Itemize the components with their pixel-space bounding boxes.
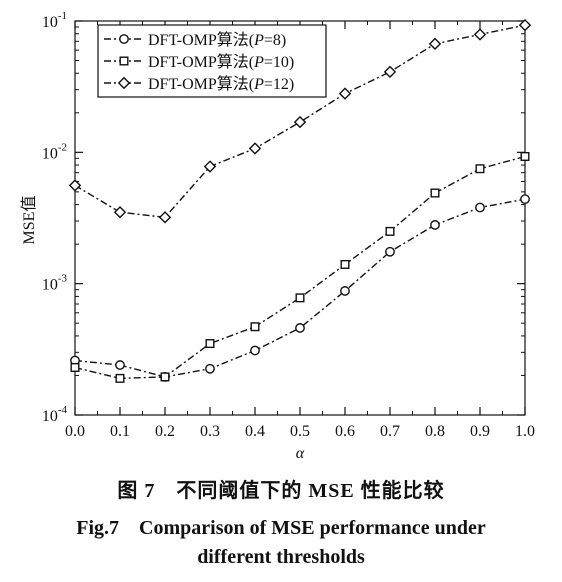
data-point-circle bbox=[385, 246, 395, 257]
data-point-diamond bbox=[338, 87, 352, 100]
data-point-diamond bbox=[203, 160, 217, 173]
legend-label: DFT-OMP算法(P=12) bbox=[148, 74, 294, 93]
data-point-square bbox=[475, 164, 485, 174]
legend-entry: DFT-OMP算法(P=12) bbox=[104, 74, 294, 93]
legend-entry: DFT-OMP算法(P=10) bbox=[104, 52, 294, 71]
x-tick-label: 0.8 bbox=[425, 423, 445, 440]
series-square bbox=[70, 151, 530, 383]
x-tick-label: 0.3 bbox=[200, 423, 220, 440]
data-point-square bbox=[340, 259, 350, 269]
x-tick-label: 0.9 bbox=[470, 423, 490, 440]
data-point-square bbox=[70, 362, 80, 372]
data-point-circle bbox=[430, 220, 440, 230]
y-tick-label: 10-1 bbox=[42, 10, 67, 31]
series-circle bbox=[70, 194, 530, 382]
data-point-diamond bbox=[383, 65, 397, 79]
data-point-circle bbox=[340, 286, 350, 296]
legend-entry: DFT-OMP算法(P=8) bbox=[104, 30, 286, 49]
x-tick-label: 0.7 bbox=[380, 423, 400, 440]
data-point-square bbox=[250, 322, 260, 332]
data-point-circle bbox=[250, 345, 260, 356]
legend-label: DFT-OMP算法(P=8) bbox=[148, 30, 286, 49]
figure-caption-en-line1: Fig.7 Comparison of MSE performance unde… bbox=[76, 517, 486, 539]
data-point-diamond bbox=[117, 76, 131, 90]
data-point-circle bbox=[295, 323, 305, 333]
y-tick-label: 10-4 bbox=[42, 404, 68, 425]
y-axis-title: MSE值 bbox=[20, 196, 38, 245]
series-diamond bbox=[68, 18, 532, 224]
x-tick-label: 0.6 bbox=[335, 423, 355, 440]
data-point-square bbox=[295, 293, 305, 303]
data-point-diamond bbox=[158, 211, 172, 224]
data-point-circle bbox=[119, 34, 129, 44]
data-point-square bbox=[430, 188, 440, 198]
figure-caption-cn: 图 7 不同阈值下的 MSE 性能比较 bbox=[117, 480, 445, 502]
mse-line-chart: 10-4 10-3 10-2 10-1 0.0 0.1 0.2 0.3 0.4 0.5 0.6 0.… bbox=[20, 10, 535, 462]
y-tick-label: 10-2 bbox=[42, 141, 67, 162]
data-point-diamond bbox=[248, 142, 262, 155]
data-point-circle bbox=[205, 363, 215, 374]
data-point-circle bbox=[475, 202, 485, 213]
x-tick-label: 0.2 bbox=[155, 423, 175, 440]
data-point-circle bbox=[115, 360, 125, 370]
figure-caption-en-line2: different thresholds bbox=[197, 546, 365, 568]
data-point-square bbox=[160, 372, 170, 382]
series-line bbox=[74, 198, 526, 378]
x-tick-label: 0.5 bbox=[290, 423, 310, 440]
data-point-diamond bbox=[68, 179, 82, 192]
data-point-square bbox=[385, 226, 395, 236]
data-point-diamond bbox=[518, 18, 532, 32]
data-point-square bbox=[115, 373, 125, 383]
data-point-diamond bbox=[293, 115, 307, 129]
x-axis-title: α bbox=[296, 445, 305, 462]
x-tick-label: 1.0 bbox=[515, 423, 535, 440]
data-point-square bbox=[119, 56, 129, 66]
series-line bbox=[74, 155, 526, 380]
x-tick-label: 0.1 bbox=[110, 423, 130, 440]
data-point-circle bbox=[520, 194, 530, 205]
data-point-diamond bbox=[473, 28, 487, 41]
data-point-diamond bbox=[113, 206, 127, 219]
data-point-square bbox=[520, 151, 530, 161]
x-tick-label: 0.0 bbox=[65, 423, 85, 440]
data-point-diamond bbox=[428, 37, 442, 51]
y-tick-label: 10-3 bbox=[42, 273, 68, 294]
data-point-square bbox=[205, 339, 215, 349]
x-tick-label: 0.4 bbox=[245, 423, 265, 440]
legend-label: DFT-OMP算法(P=10) bbox=[148, 52, 294, 71]
